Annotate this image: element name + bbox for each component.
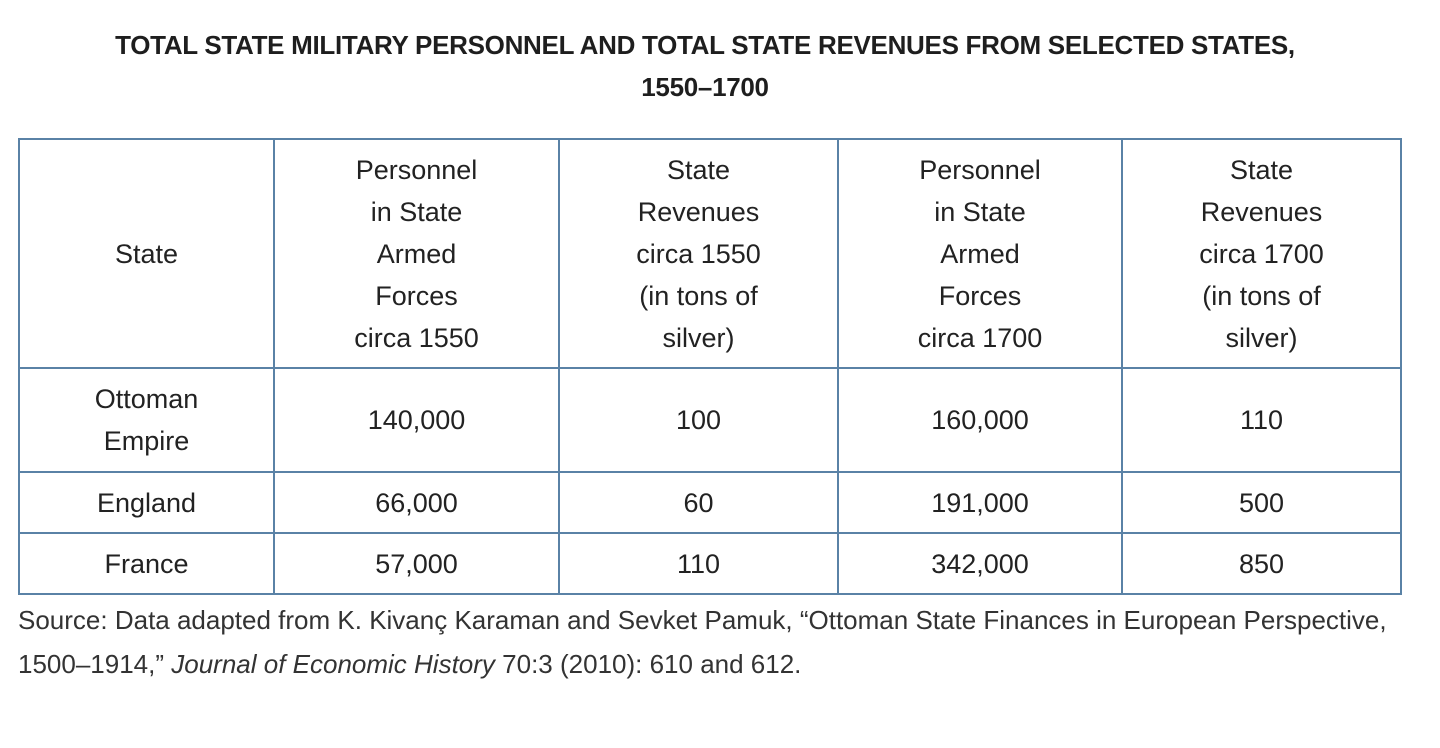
cell-text: Forces [375, 280, 458, 311]
column-header: State Revenues circa 1550 (in tons of silver… [558, 138, 839, 369]
value-cell: 110 [558, 532, 839, 595]
cell-text: circa 1700 [1199, 238, 1324, 269]
state-cell: England [18, 471, 275, 534]
value-cell: 191,000 [837, 471, 1123, 534]
cell-text: England [96, 487, 197, 518]
cell-text: Armed [940, 238, 1020, 269]
value-cell: 500 [1121, 471, 1402, 534]
value-cell: 57,000 [273, 532, 560, 595]
cell-text: silver) [662, 322, 735, 353]
cell-text: Ottoman [94, 384, 199, 414]
header-row: State Personnel in State Armed Forces circa 1… [18, 138, 1402, 369]
source-text: 70:3 (2010): 610 and 612. [494, 649, 802, 679]
cell-text: (in tons of [1202, 280, 1321, 311]
cell-text: Personnel [355, 154, 478, 185]
cell-text: Revenues [1200, 196, 1323, 227]
cell-text: State [666, 154, 731, 185]
journal-title: Journal of Economic History [171, 649, 495, 679]
table-row: Ottoman Empire 140,000 100 160,000 110 [18, 367, 1402, 473]
value-cell: 100 [558, 367, 839, 473]
value-cell: 342,000 [837, 532, 1123, 595]
title-line: 1550–1700 [641, 72, 769, 102]
state-cell: France [18, 532, 275, 595]
table-row: France 57,000 110 342,000 850 [18, 532, 1402, 595]
column-header: Personnel in State Armed Forces circa 1700 [837, 138, 1123, 369]
value-cell: 160,000 [837, 367, 1123, 473]
cell-text: in State [934, 196, 1026, 227]
cell-text: France [104, 548, 189, 579]
cell-text: (in tons of [639, 280, 758, 311]
cell-text: Empire [103, 426, 190, 456]
cell-text: in State [370, 196, 463, 227]
cell-text: Personnel [919, 154, 1041, 185]
table-title: TOTAL STATE MILITARY PERSONNEL AND TOTAL… [0, 24, 1410, 108]
cell-text: Revenues [637, 196, 760, 227]
column-header: Personnel in State Armed Forces circa 1550 [273, 138, 560, 369]
title-line: TOTAL STATE MILITARY PERSONNEL AND TOTAL… [115, 30, 1295, 60]
source-text: Source: Data adapted from K. Kivanç Kara… [18, 605, 1387, 679]
value-cell: 66,000 [273, 471, 560, 534]
column-header: State Revenues circa 1700 (in tons of silver… [1121, 138, 1402, 369]
value-cell: 850 [1121, 532, 1402, 595]
column-header: State [18, 138, 275, 369]
cell-text: silver) [1225, 322, 1298, 353]
cell-text: State [1229, 154, 1294, 185]
cell-text: State [114, 238, 179, 269]
cell-text: Forces [938, 280, 1022, 311]
value-cell: 140,000 [273, 367, 560, 473]
cell-text: circa 1550 [354, 322, 479, 353]
value-cell: 110 [1121, 367, 1402, 473]
data-table: State Personnel in State Armed Forces circa 1… [18, 138, 1402, 595]
state-cell: Ottoman Empire [18, 367, 275, 473]
table-row: England 66,000 60 191,000 500 [18, 471, 1402, 534]
cell-text: circa 1700 [917, 322, 1043, 353]
cell-text: circa 1550 [636, 238, 761, 269]
source-note: Source: Data adapted from K. Kivanç Kara… [18, 598, 1418, 686]
value-cell: 60 [558, 471, 839, 534]
cell-text: Armed [376, 238, 457, 269]
